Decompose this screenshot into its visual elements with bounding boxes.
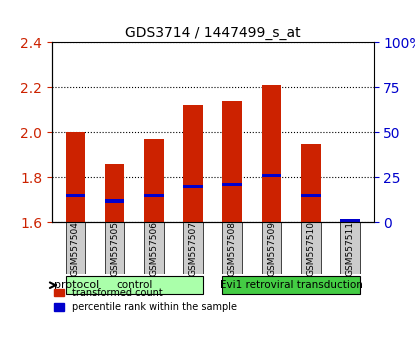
FancyBboxPatch shape — [222, 222, 242, 274]
Bar — [105, 199, 124, 202]
Bar — [183, 105, 203, 222]
Title: GDS3714 / 1447499_s_at: GDS3714 / 1447499_s_at — [125, 26, 300, 40]
Bar — [66, 132, 85, 222]
Text: GSM557507: GSM557507 — [188, 221, 198, 276]
Text: control: control — [116, 280, 152, 290]
Text: GSM557504: GSM557504 — [71, 221, 80, 276]
FancyBboxPatch shape — [183, 222, 203, 274]
FancyBboxPatch shape — [144, 222, 164, 274]
Bar — [301, 144, 320, 222]
Bar — [262, 174, 281, 177]
Bar — [144, 194, 164, 197]
FancyBboxPatch shape — [340, 222, 360, 274]
Bar — [340, 220, 360, 222]
Text: GSM557509: GSM557509 — [267, 221, 276, 276]
FancyBboxPatch shape — [105, 222, 124, 274]
FancyBboxPatch shape — [222, 276, 360, 295]
Text: protocol: protocol — [54, 280, 99, 290]
Legend: transformed count, percentile rank within the sample: transformed count, percentile rank withi… — [50, 284, 241, 316]
FancyBboxPatch shape — [66, 276, 203, 295]
Text: GSM557506: GSM557506 — [149, 221, 159, 276]
Text: Evi1 retroviral transduction: Evi1 retroviral transduction — [220, 280, 363, 290]
Bar — [66, 194, 85, 197]
Text: GSM557505: GSM557505 — [110, 221, 119, 276]
Text: GSM557510: GSM557510 — [306, 221, 315, 276]
Bar — [222, 101, 242, 222]
Bar — [183, 185, 203, 188]
Bar — [105, 164, 124, 222]
Bar — [340, 219, 360, 222]
FancyBboxPatch shape — [66, 222, 85, 274]
Bar — [301, 194, 320, 197]
Bar — [222, 183, 242, 186]
Text: GSM557511: GSM557511 — [345, 221, 354, 276]
Bar — [262, 85, 281, 222]
FancyBboxPatch shape — [301, 222, 320, 274]
Text: GSM557508: GSM557508 — [228, 221, 237, 276]
Bar — [144, 139, 164, 222]
FancyBboxPatch shape — [262, 222, 281, 274]
